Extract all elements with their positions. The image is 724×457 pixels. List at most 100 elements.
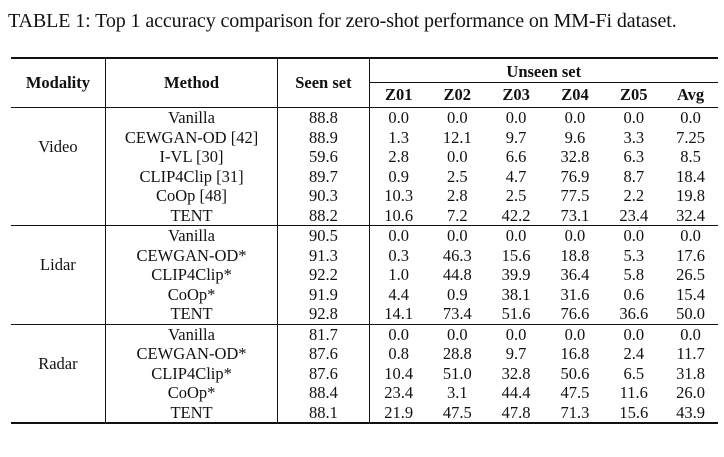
header-col-z03: Z03: [502, 84, 530, 104]
unseen-cell-z01: 1.3: [388, 127, 410, 147]
unseen-cell-z02: 2.5: [446, 166, 468, 186]
table-row: I-VL [30] 59.6 2.8 0.0 6.6 32.8 6.3 8.5: [11, 147, 718, 167]
table-row: TENT 88.2 10.6 7.2 42.2 73.1 23.4 32.4: [11, 205, 718, 226]
unseen-cell-z01: 10.4: [384, 363, 414, 383]
header-col-avg: Avg: [676, 84, 705, 104]
header-col-z01: Z01: [384, 84, 413, 104]
table-row: Lidar Vanilla 90.5 0.0 0.0 0.0 0.0 0.0 0.0: [11, 225, 718, 324]
unseen-cell-avg: 32.4: [676, 205, 706, 225]
unseen-cell-z04: 16.8: [560, 344, 590, 363]
unseen-cell-avg: 8.5: [680, 147, 701, 166]
unseen-cell-z02: 46.3: [442, 245, 472, 265]
unseen-cell-z03: 39.9: [501, 265, 531, 284]
unseen-cell-z04: 0.0: [564, 226, 586, 245]
table-row: Radar Vanilla 81.7 0.0 0.0 0.0 0.0 0.0 0.0: [11, 324, 718, 423]
table-body: Video Vanilla 88.8 0.0 0.0 0.0 0.0 0.0 0.0 CEWGAN…: [11, 107, 718, 423]
unseen-cell-z02: 44.8: [442, 265, 472, 284]
unseen-cell-avg: 11.7: [676, 344, 705, 363]
table-caption: TABLE 1: Top 1 accuracy comparison for z…: [8, 10, 677, 32]
results-table: Modality Method Seen set Unseen set Z01 Z…: [11, 57, 718, 424]
unseen-cell-avg: 50.0: [676, 304, 706, 323]
unseen-cell-z04: 0.0: [564, 324, 586, 344]
header-method: Method: [105, 58, 279, 108]
unseen-cell-z01: 10.3: [384, 186, 414, 205]
unseen-cell-z01: 0.3: [388, 245, 410, 265]
unseen-cell-z04: 73.1: [560, 205, 590, 225]
unseen-cell-z04: 76.9: [560, 166, 590, 186]
method-cell: I-VL [30]: [105, 147, 279, 167]
unseen-cell-z03: 0.0: [505, 108, 527, 127]
method-cell: TENT: [105, 304, 279, 324]
unseen-cell-z01: 0.8: [388, 344, 410, 363]
unseen-cell-avg: 0.0: [680, 324, 701, 344]
method-cell: CoOp*: [105, 383, 279, 403]
table-row: TENT 92.8 14.1 73.4 51.6 76.6 36.6 50.0: [11, 304, 718, 324]
seen-cell: 89.7: [277, 166, 370, 186]
method-cell: CoOp [48]: [105, 186, 279, 206]
unseen-cell-z02: 2.8: [446, 186, 468, 205]
unseen-cell-z04: 47.5: [560, 383, 590, 402]
unseen-cell-avg: 17.6: [676, 245, 706, 265]
unseen-cell-z03: 6.6: [505, 147, 527, 166]
unseen-cell-z01: 23.4: [384, 383, 414, 402]
unseen-cell-z03: 47.8: [501, 402, 531, 422]
unseen-cell-z05: 6.5: [623, 363, 645, 383]
method-cell: CLIP4Clip [31]: [105, 166, 279, 186]
unseen-cell-z05: 36.6: [619, 304, 649, 323]
table-row: CLIP4Clip [31] 89.7 0.9 2.5 4.7 76.9 8.7 18.4: [11, 166, 718, 186]
unseen-cell-z05: 0.0: [623, 324, 645, 344]
seen-cell: 81.7: [277, 324, 370, 344]
method-cell: Vanilla: [105, 107, 279, 128]
unseen-cell-z05: 2.2: [623, 186, 645, 205]
unseen-cell-z03: 2.5: [505, 186, 527, 205]
unseen-cell-z03: 38.1: [501, 284, 531, 304]
unseen-cell-avg: 26.0: [676, 383, 706, 402]
unseen-cell-z05: 3.3: [623, 127, 645, 147]
table-row: Video Vanilla 88.8 0.0 0.0 0.0 0.0 0.0 0.0: [11, 107, 718, 226]
unseen-cell-avg: 15.4: [676, 284, 706, 304]
unseen-cell-z02: 12.1: [442, 127, 472, 147]
table-row: CEWGAN-OD [42] 88.9 1.3 12.1 9.7 9.6 3.3 7.25: [11, 127, 718, 147]
unseen-cell-z02: 0.9: [446, 284, 468, 304]
unseen-cell-avg: 26.5: [676, 265, 706, 284]
modality-cell: Radar: [11, 324, 106, 423]
unseen-cell-z01: 0.9: [388, 166, 410, 186]
unseen-cell-z04: 71.3: [560, 402, 590, 422]
unseen-cell-z03: 9.7: [505, 344, 527, 363]
seen-cell: 92.8: [277, 304, 370, 324]
method-cell: CEWGAN-OD*: [105, 344, 279, 364]
seen-cell: 88.4: [277, 383, 370, 403]
seen-cell: 92.2: [277, 265, 370, 285]
seen-cell: 87.6: [277, 363, 370, 383]
method-cell: CoOp*: [105, 284, 279, 304]
seen-cell: 90.3: [277, 186, 370, 206]
method-cell: CLIP4Clip*: [105, 363, 279, 383]
seen-cell: 87.6: [277, 344, 370, 364]
unseen-cell-z03: 42.2: [501, 205, 531, 225]
unseen-cell-z03: 51.6: [501, 304, 531, 323]
unseen-cell-z03: 44.4: [501, 383, 531, 402]
header-modality: Modality: [11, 58, 106, 108]
header-col-z02: Z02: [443, 84, 472, 104]
unseen-cell-z05: 11.6: [619, 383, 648, 402]
unseen-cell-z02: 0.0: [446, 324, 468, 344]
unseen-cell-avg: 0.0: [680, 108, 701, 127]
unseen-cell-z01: 1.0: [388, 265, 410, 284]
modality-cell: Video: [11, 107, 106, 226]
table-row: CLIP4Clip* 92.2 1.0 44.8 39.9 36.4 5.8 26.5: [11, 265, 718, 285]
unseen-cell-z02: 0.0: [446, 226, 468, 245]
unseen-cell-z04: 50.6: [560, 363, 590, 383]
method-cell: Vanilla: [105, 324, 279, 344]
header-col-z05: Z05: [620, 84, 648, 104]
table-row: CLIP4Clip* 87.6 10.4 51.0 32.8 50.6 6.5 31.8: [11, 363, 718, 383]
seen-cell: 90.5: [277, 225, 370, 246]
unseen-cell-z02: 0.0: [446, 108, 468, 127]
unseen-cell-z02: 3.1: [446, 383, 468, 402]
unseen-cell-z02: 28.8: [442, 344, 472, 363]
seen-cell: 91.3: [277, 245, 370, 265]
method-cell: TENT: [105, 402, 279, 423]
seen-cell: 91.9: [277, 284, 370, 304]
table-row: CoOp* 91.9 4.4 0.9 38.1 31.6 0.6 15.4: [11, 284, 718, 304]
unseen-cell-z01: 0.0: [388, 226, 410, 245]
unseen-cell-z03: 4.7: [505, 166, 527, 186]
